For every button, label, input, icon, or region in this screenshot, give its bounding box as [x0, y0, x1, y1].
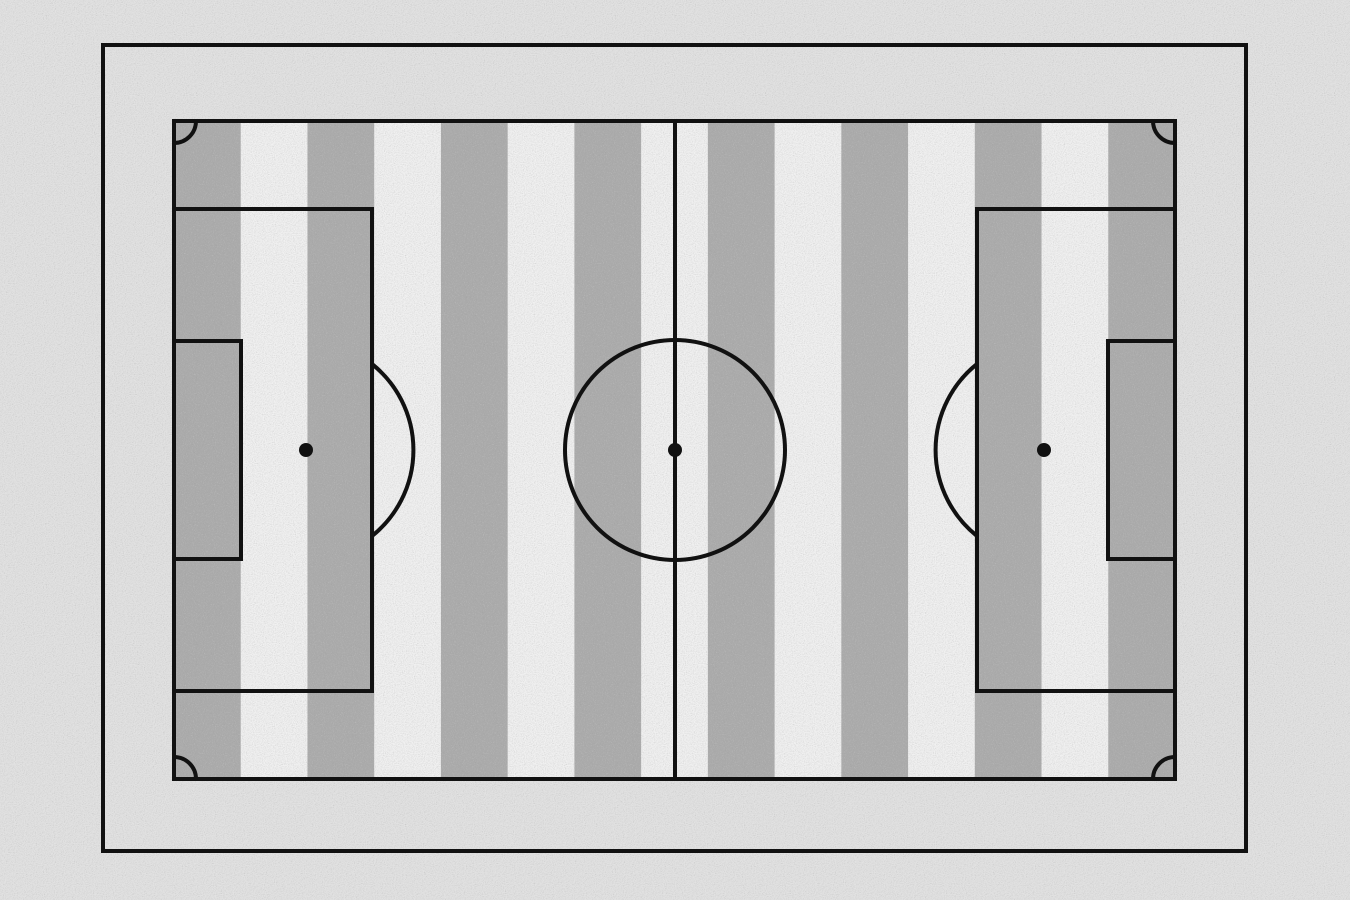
left-penalty-spot: [299, 443, 313, 457]
right-penalty-spot: [1037, 443, 1051, 457]
outer-border: [101, 43, 1248, 853]
right-penalty-arc: [933, 362, 979, 538]
left-penalty-arc: [370, 362, 416, 538]
center-circle: [563, 338, 787, 562]
corner-arc-top-right: [1151, 120, 1176, 145]
corner-arc-bottom-left: [173, 755, 198, 780]
corner-arc-top-left: [173, 120, 198, 145]
center-spot: [668, 443, 682, 457]
left-goal-box: [172, 339, 243, 561]
corner-arc-bottom-right: [1151, 755, 1176, 780]
right-goal-box: [1106, 339, 1177, 561]
